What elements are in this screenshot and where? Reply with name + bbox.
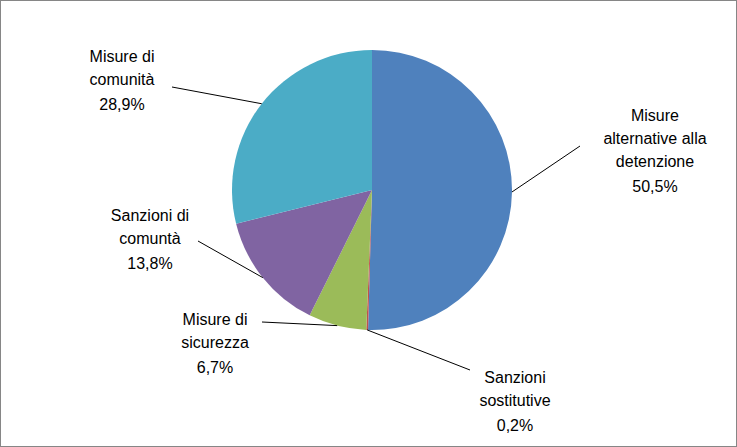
value-label: 13,8% (127, 255, 172, 272)
slices (232, 50, 512, 330)
value-label: 6,7% (197, 359, 233, 376)
category-label-line: Misure di (183, 311, 248, 328)
category-label: Misure alternative alla detenzione (603, 107, 706, 170)
chart-frame (1, 1, 737, 447)
category-label-line: Sanzioni (484, 369, 545, 386)
category-label-line: detenzione (616, 153, 694, 170)
leader-line (172, 87, 262, 104)
category-label-line: Misure (631, 107, 679, 124)
category-label-line: comunità (90, 71, 155, 88)
leader-line (512, 146, 580, 192)
labels: Misure alternative alla detenzione 50,5% San… (90, 48, 707, 434)
category-label-line: Misure di (90, 48, 155, 65)
leader-line (367, 330, 470, 370)
category-label: Sanzioni sostitutive (479, 369, 550, 409)
leader-line (198, 241, 263, 278)
pie-slice (232, 50, 372, 224)
category-label: Sanzioni di comuntà (111, 207, 189, 247)
category-label: Misure di comunità (90, 48, 155, 88)
chart: Misure alternative alla detenzione 50,5% San… (0, 0, 737, 447)
category-label-line: Sanzioni di (111, 207, 189, 224)
pie-slice (368, 50, 512, 330)
leader-line (262, 322, 337, 326)
category-label-line: alternative alla (603, 130, 706, 147)
category-label-line: sicurezza (181, 334, 249, 351)
value-label: 28,9% (99, 96, 144, 113)
value-label: 50,5% (632, 178, 677, 195)
category-label-line: comuntà (119, 230, 180, 247)
value-label: 0,2% (497, 417, 533, 434)
category-label-line: sostitutive (479, 392, 550, 409)
category-label: Misure di sicurezza (181, 311, 249, 351)
